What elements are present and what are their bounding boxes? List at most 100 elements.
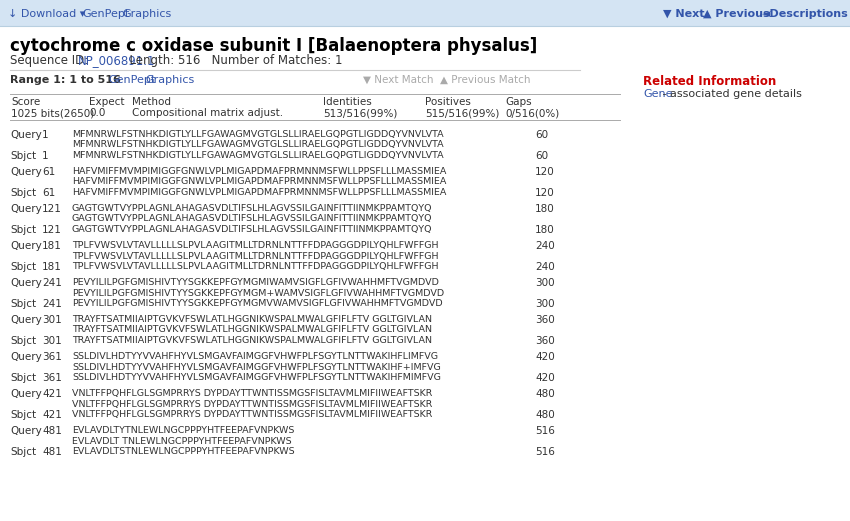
Text: Sbjct: Sbjct	[10, 262, 36, 272]
Text: PEVYILILPGFGMISHIVTYYSGKKEPFGYMGM+WAMVSIGFLGFIVWAHHMFTVGMDVD: PEVYILILPGFGMISHIVTYYSGKKEPFGYMGM+WAMVSI…	[72, 289, 444, 297]
Text: VNLTFFPQHFLGLSGMPRRYS DYPDAYTTWNTISSMGSFISLTAVMLMIFIIWEAFTSKR: VNLTFFPQHFLGLSGMPRRYS DYPDAYTTWNTISSMGSF…	[72, 410, 433, 419]
Text: TRAYFTSATMIIAIPTGVKVFSWLATLHGGNIKWSPALMWALGFIFLFTV GGLTGIVLAN: TRAYFTSATMIIAIPTGVKVFSWLATLHGGNIKWSPALMW…	[72, 336, 432, 345]
Text: 300: 300	[535, 278, 554, 288]
Text: ▼ Next: ▼ Next	[663, 9, 705, 19]
Text: 61: 61	[42, 188, 55, 198]
Bar	[0, 0, 850, 26]
Text: MFMNRWLFSTNHKDIGTLYLLFGAWAGMVGTGLSLLIRAELGQPGTLIGDDQYVNVLVTA: MFMNRWLFSTNHKDIGTLYLLFGAWAGMVGTGLSLLIRAE…	[72, 151, 444, 160]
Text: ▲ Previous Match: ▲ Previous Match	[440, 75, 530, 85]
Text: GAGTGWTVYPPLAGNLAHAGASVDLTIFSLHLAGVSSILGAINFITTIINMKPPAMTQYQ: GAGTGWTVYPPLAGNLAHAGASVDLTIFSLHLAGVSSILG…	[72, 215, 433, 224]
Text: 481: 481	[42, 447, 62, 457]
Text: PEVYILILPGFGMISHIVTYYSGKKEPFGYMGMVWAMVSIGFLGFIVWAHHMFTVGMDVD: PEVYILILPGFGMISHIVTYYSGKKEPFGYMGMVWAMVSI…	[72, 299, 443, 308]
Text: 181: 181	[42, 241, 62, 251]
Text: 240: 240	[535, 262, 555, 272]
Text: 121: 121	[42, 225, 62, 235]
Text: Sbjct: Sbjct	[10, 410, 36, 420]
Text: 60: 60	[535, 130, 548, 140]
Text: Query: Query	[10, 167, 42, 177]
Text: Query: Query	[10, 204, 42, 214]
Text: 120: 120	[535, 188, 555, 198]
Text: Query: Query	[10, 389, 42, 399]
Text: Range 1: 1 to 516: Range 1: 1 to 516	[10, 75, 121, 85]
Text: 181: 181	[42, 262, 62, 272]
Text: TPLFVWSVLVTAVLLLLLSLPVLAAGITMLLTDRNLNTTFFDPAGGGDPILYQHLFWFFGH: TPLFVWSVLVTAVLLLLLSLPVLAAGITMLLTDRNLNTTF…	[72, 241, 439, 250]
Text: EVLAVDLTYTNLEWLNGCPPPYHTFEEPAFVNPKWS: EVLAVDLTYTNLEWLNGCPPPYHTFEEPAFVNPKWS	[72, 426, 294, 435]
Text: Graphics: Graphics	[122, 9, 171, 19]
Text: PEVYILILPGFGMISHIVTYYSGKKEPFGYMGMIWAMVSIGFLGFIVWAHHMFTVGMDVD: PEVYILILPGFGMISHIVTYYSGKKEPFGYMGMIWAMVSI…	[72, 278, 439, 287]
Text: Score: Score	[11, 97, 40, 107]
Text: Query: Query	[10, 278, 42, 288]
Text: Sbjct: Sbjct	[10, 447, 36, 457]
Text: Query: Query	[10, 352, 42, 362]
Text: 300: 300	[535, 299, 554, 309]
Text: 480: 480	[535, 389, 555, 399]
Text: MFMNRWLFSTNHKDIGTLYLLFGAWAGMVGTGLSLLIRAELGQPGTLIGDDQYVNVLVTA: MFMNRWLFSTNHKDIGTLYLLFGAWAGMVGTGLSLLIRAE…	[72, 141, 444, 150]
Text: - associated gene details: - associated gene details	[659, 89, 802, 99]
Text: 360: 360	[535, 315, 555, 325]
Text: HAFVMIFFMVMPIMIGGFGNWLVPLMIGAPDMAFPRMNNMSFWLLPPSFLLLMASSMIEA: HAFVMIFFMVMPIMIGGFGNWLVPLMIGAPDMAFPRMNNM…	[72, 167, 446, 176]
Text: Sbjct: Sbjct	[10, 188, 36, 198]
Text: VNLTFFPQHFLGLSGMPRRYS DYPDAYTTWNTISSMGSFISLTAVMLMIFIIWEAFTSKR: VNLTFFPQHFLGLSGMPRRYS DYPDAYTTWNTISSMGSF…	[72, 400, 433, 408]
Text: Query: Query	[10, 315, 42, 325]
Text: Method: Method	[132, 97, 171, 107]
Text: GenPept: GenPept	[108, 75, 156, 85]
Text: 1: 1	[42, 151, 48, 161]
Text: 241: 241	[42, 278, 62, 288]
Text: SSLDIVLHDTYYVVAHFHYVLSMGAVFAIMGGFVHWFPLFSGYTLNTTWAKIHFLIMFVG: SSLDIVLHDTYYVVAHFHYVLSMGAVFAIMGGFVHWFPLF…	[72, 352, 438, 361]
Text: SSLDIVLHDTYYVVAHFHYVLSMGAVFAIMGGFVHWFPLFSGYTLNTTWAKIHF+IMFVG: SSLDIVLHDTYYVVAHFHYVLSMGAVFAIMGGFVHWFPLF…	[72, 363, 441, 371]
Text: 241: 241	[42, 299, 62, 309]
Text: 121: 121	[42, 204, 62, 214]
Text: EVLAVDLT TNLEWLNGCPPPYHTFEEPAFVNPKWS: EVLAVDLT TNLEWLNGCPPPYHTFEEPAFVNPKWS	[72, 437, 292, 445]
Text: Gaps: Gaps	[506, 97, 532, 107]
Text: 515/516(99%): 515/516(99%)	[425, 108, 499, 118]
Text: 1: 1	[42, 130, 48, 140]
Text: VNLTFFPQHFLGLSGMPRRYS DYPDAYTTWNTISSMGSFISLTAVMLMIFIIWEAFTSKR: VNLTFFPQHFLGLSGMPRRYS DYPDAYTTWNTISSMGSF…	[72, 389, 433, 398]
Text: 516: 516	[535, 426, 555, 436]
Text: Graphics: Graphics	[145, 75, 195, 85]
Text: TPLFVWSVLVTAVLLLLLSLPVLAAGITMLLTDRNLNTTFFDPAGGGDPILYQHLFWFFGH: TPLFVWSVLVTAVLLLLLSLPVLAAGITMLLTDRNLNTTF…	[72, 262, 439, 271]
Text: TRAYFTSATMIIAIPTGVKVFSWLATLHGGNIKWSPALMWALGFIFLFTV GGLTGIVLAN: TRAYFTSATMIIAIPTGVKVFSWLATLHGGNIKWSPALMW…	[72, 315, 432, 324]
Text: HAFVMIFFMVMPIMIGGFGNWLVPLMIGAPDMAFPRMNNMSFWLLPPSFLLLMASSMIEA: HAFVMIFFMVMPIMIGGFGNWLVPLMIGAPDMAFPRMNNM…	[72, 188, 446, 197]
Text: Query: Query	[10, 426, 42, 436]
Text: Query: Query	[10, 130, 42, 140]
Text: cytochrome c oxidase subunit I [Balaenoptera physalus]: cytochrome c oxidase subunit I [Balaenop…	[10, 37, 537, 55]
Text: 301: 301	[42, 315, 62, 325]
Text: GenPept: GenPept	[82, 9, 129, 19]
Text: 481: 481	[42, 426, 62, 436]
Text: Sbjct: Sbjct	[10, 373, 36, 383]
Text: 361: 361	[42, 373, 62, 383]
Text: TRAYFTSATMIIAIPTGVKVFSWLATLHGGNIKWSPALMWALGFIFLFTV GGLTGIVLAN: TRAYFTSATMIIAIPTGVKVFSWLATLHGGNIKWSPALMW…	[72, 326, 432, 334]
Text: SSLDIVLHDTYYVVAHFHYVLSMGAVFAIMGGFVHWFPLFSGYTLNTTWAKIHFMIMFVG: SSLDIVLHDTYYVVAHFHYVLSMGAVFAIMGGFVHWFPLF…	[72, 373, 441, 382]
Text: Sbjct: Sbjct	[10, 336, 36, 346]
Text: EVLAVDLTSTNLEWLNGCPPPYHTFEEPAFVNPKWS: EVLAVDLTSTNLEWLNGCPPPYHTFEEPAFVNPKWS	[72, 447, 295, 456]
Text: 361: 361	[42, 352, 62, 362]
Text: 301: 301	[42, 336, 62, 346]
Text: ▼ Next Match: ▼ Next Match	[363, 75, 434, 85]
Text: 0/516(0%): 0/516(0%)	[506, 108, 560, 118]
Text: 421: 421	[42, 410, 62, 420]
Text: 61: 61	[42, 167, 55, 177]
Text: GAGTGWTVYPPLAGNLAHAGASVDLTIFSLHLAGVSSILGAINFITTIINMKPPAMTQYQ: GAGTGWTVYPPLAGNLAHAGASVDLTIFSLHLAGVSSILG…	[72, 225, 433, 234]
Text: HAFVMIFFMVMPIMIGGFGNWLVPLMIGAPDMAFPRMNNMSFWLLPPSFLLLMASSMIEA: HAFVMIFFMVMPIMIGGFGNWLVPLMIGAPDMAFPRMNNM…	[72, 178, 446, 187]
Text: 60: 60	[535, 151, 548, 161]
Text: Expect: Expect	[89, 97, 125, 107]
Text: 120: 120	[535, 167, 555, 177]
Text: 480: 480	[535, 410, 555, 420]
Text: Gene: Gene	[643, 89, 672, 99]
Text: NP_006891.1: NP_006891.1	[78, 54, 156, 67]
Text: 360: 360	[535, 336, 555, 346]
Text: 0.0: 0.0	[89, 108, 105, 118]
Text: 421: 421	[42, 389, 62, 399]
Text: 513/516(99%): 513/516(99%)	[323, 108, 397, 118]
Text: 516: 516	[535, 447, 555, 457]
Text: Positives: Positives	[425, 97, 471, 107]
Text: 180: 180	[535, 225, 555, 235]
Text: ▲ Previous: ▲ Previous	[703, 9, 769, 19]
Text: Sbjct: Sbjct	[10, 225, 36, 235]
Text: Sbjct: Sbjct	[10, 299, 36, 309]
Text: 1025 bits(2650): 1025 bits(2650)	[11, 108, 94, 118]
Text: Sequence ID:: Sequence ID:	[10, 54, 92, 67]
Text: 240: 240	[535, 241, 555, 251]
Text: Identities: Identities	[323, 97, 371, 107]
Text: Query: Query	[10, 241, 42, 251]
